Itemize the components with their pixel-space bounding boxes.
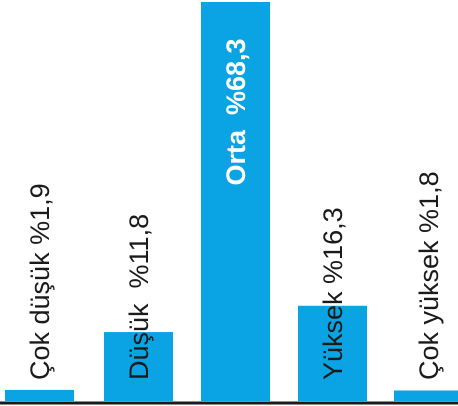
bar-label-4: Çok yüksek %1,8 bbox=[414, 171, 444, 380]
bar-label-2: Orta %68,3 bbox=[221, 38, 251, 185]
bar-label-1: Düşük %11,8 bbox=[124, 214, 154, 380]
bar-0 bbox=[5, 390, 74, 401]
bar-label-0: Çok düşük %1,9 bbox=[25, 183, 55, 380]
bar-label-3: Yüksek %16,3 bbox=[318, 207, 348, 380]
bar-4 bbox=[394, 390, 458, 401]
